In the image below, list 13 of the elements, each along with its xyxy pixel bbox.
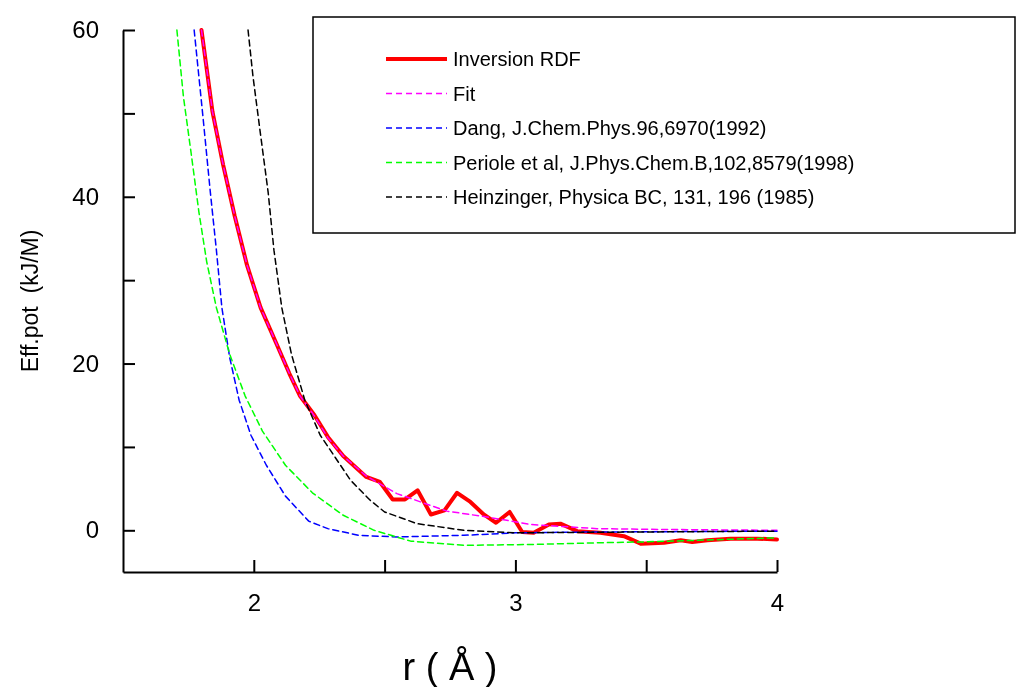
x-tick-label: 4 xyxy=(770,589,785,617)
legend-label: Dang, J.Chem.Phys.96,6970(1992) xyxy=(453,117,767,139)
legend-label: Periole et al, J.Phys.Chem.B,102,8579(1998) xyxy=(453,151,855,174)
y-tick-label: 20 xyxy=(72,349,99,377)
x-tick-label: 2 xyxy=(247,589,261,617)
y-tick-label: 0 xyxy=(85,516,99,544)
x-tick-label: 3 xyxy=(509,589,523,617)
legend-label: Heinzinger, Physica BC, 131, 196 (1985) xyxy=(453,186,815,208)
y-tick-label: 40 xyxy=(72,182,99,210)
y-axis-title: Eff.pot (kJ/M) xyxy=(17,229,43,373)
y-tick-label: 60 xyxy=(72,16,99,44)
legend-label: Inversion RDF xyxy=(453,48,581,70)
legend-label: Fit xyxy=(453,82,476,105)
